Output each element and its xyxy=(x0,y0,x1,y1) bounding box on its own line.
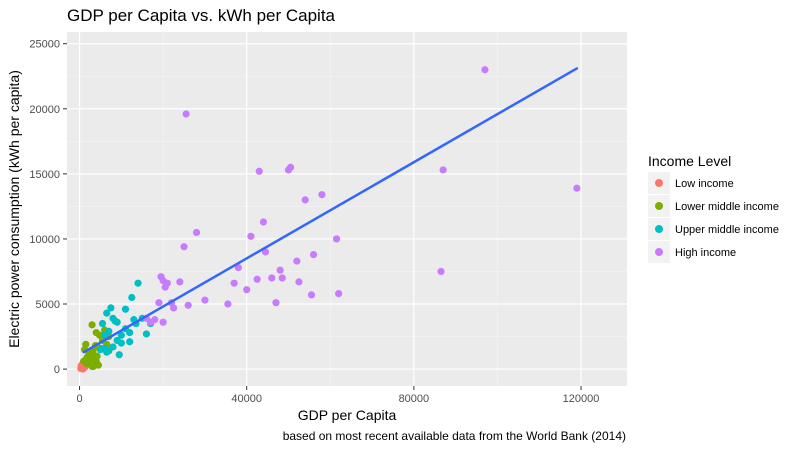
y-tick-label: 25000 xyxy=(29,39,60,51)
data-point-upper-middle-income xyxy=(121,305,130,313)
chart-title: GDP per Capita vs. kWh per Capita xyxy=(67,6,336,25)
legend-marker-low-income xyxy=(655,179,663,187)
y-tick-label: 10000 xyxy=(29,234,60,246)
data-point-high-income xyxy=(247,232,255,240)
legend-marker-lower-middle-income xyxy=(655,202,663,210)
x-tick-label: 80000 xyxy=(399,393,430,405)
data-point-low-income xyxy=(79,365,87,373)
data-point-lower-middle-income xyxy=(93,352,101,360)
legend: Income Level Low income Lower middle inco… xyxy=(648,153,779,263)
legend-label-high-income: High income xyxy=(675,247,736,259)
legend-label-upper-middle-income: Upper middle income xyxy=(675,224,779,236)
data-point-high-income xyxy=(180,243,188,251)
data-point-lower-middle-income xyxy=(89,362,97,371)
data-point-upper-middle-income xyxy=(126,338,134,346)
data-point-high-income xyxy=(253,275,261,283)
plot-panel xyxy=(67,32,627,386)
y-axis-title: Electric power consumption (kWh per capi… xyxy=(6,70,22,348)
data-point-high-income xyxy=(481,66,489,74)
y-axis-ticks: 0 5000 10000 15000 20000 25000 xyxy=(29,39,67,376)
data-point-high-income xyxy=(335,289,343,298)
data-point-upper-middle-income xyxy=(134,279,142,287)
data-point-upper-middle-income xyxy=(103,309,111,317)
data-point-high-income xyxy=(255,167,263,175)
data-point-high-income xyxy=(261,248,270,256)
data-point-high-income xyxy=(182,110,190,118)
trend-line xyxy=(82,67,579,354)
data-point-high-income xyxy=(307,291,316,299)
data-point-high-income xyxy=(151,316,159,324)
data-point-upper-middle-income xyxy=(107,304,115,312)
legend-marker-upper-middle-income xyxy=(655,225,663,233)
data-point-upper-middle-income xyxy=(126,329,134,337)
data-point-high-income xyxy=(230,279,238,287)
data-point-upper-middle-income xyxy=(128,293,136,302)
data-point-high-income xyxy=(332,235,341,243)
data-point-upper-middle-income xyxy=(103,348,111,356)
data-point-high-income xyxy=(293,257,301,265)
data-point-high-income xyxy=(155,299,163,307)
data-point-high-income xyxy=(301,196,309,204)
data-point-high-income xyxy=(169,304,178,312)
minor-grid xyxy=(67,32,627,386)
data-point-high-income xyxy=(163,279,171,287)
legend-title: Income Level xyxy=(648,153,731,169)
data-point-lower-middle-income xyxy=(86,349,94,358)
data-point-upper-middle-income xyxy=(113,318,121,326)
data-point-high-income xyxy=(295,278,303,286)
y-tick-label: 5000 xyxy=(36,299,60,311)
data-point-lower-middle-income xyxy=(88,321,96,329)
x-tick-label: 120000 xyxy=(563,393,600,405)
data-point-high-income xyxy=(318,191,326,199)
y-tick-label: 20000 xyxy=(29,104,60,116)
x-tick-label: 40000 xyxy=(231,393,262,405)
data-point-upper-middle-income xyxy=(98,319,107,328)
data-point-lower-middle-income xyxy=(82,340,90,348)
data-point-high-income xyxy=(159,318,167,326)
data-point-upper-middle-income xyxy=(117,331,125,339)
data-point-high-income xyxy=(286,163,295,171)
y-tick-label: 0 xyxy=(54,364,60,376)
data-point-upper-middle-income xyxy=(101,331,109,339)
legend-label-lower-middle-income: Lower middle income xyxy=(675,201,779,213)
legend-label-low-income: Low income xyxy=(675,178,734,190)
data-point-high-income xyxy=(278,274,286,282)
data-point-high-income xyxy=(224,300,232,308)
data-point-upper-middle-income xyxy=(115,351,123,359)
data-point-high-income xyxy=(268,274,276,282)
data-point-high-income xyxy=(437,267,445,276)
x-tick-label: 0 xyxy=(76,393,82,405)
y-tick-label: 15000 xyxy=(29,169,60,181)
data-point-high-income xyxy=(243,286,251,294)
data-point-upper-middle-income xyxy=(142,330,151,338)
data-point-high-income xyxy=(259,218,268,226)
x-axis-title: GDP per Capita xyxy=(298,407,397,423)
data-point-high-income xyxy=(276,266,284,274)
data-point-high-income xyxy=(439,166,447,174)
data-point-high-income xyxy=(176,278,184,286)
data-point-high-income xyxy=(309,250,318,259)
data-point-lower-middle-income xyxy=(83,360,91,368)
legend-marker-high-income xyxy=(655,248,663,256)
data-points xyxy=(77,66,581,373)
data-point-high-income xyxy=(201,296,209,304)
data-point-high-income xyxy=(192,228,201,237)
data-point-high-income xyxy=(272,299,280,307)
data-point-high-income xyxy=(184,301,192,309)
x-axis-ticks: 0 40000 80000 120000 xyxy=(76,386,599,405)
data-point-upper-middle-income xyxy=(117,339,125,347)
chart-caption: based on most recent available data from… xyxy=(283,429,626,443)
data-point-high-income xyxy=(573,184,581,192)
data-point-high-income xyxy=(234,263,242,272)
